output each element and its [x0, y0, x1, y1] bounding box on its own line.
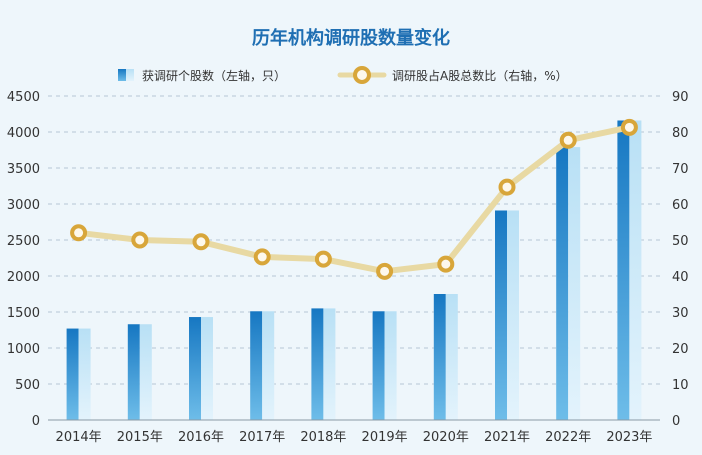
bar-dark-half — [556, 147, 569, 420]
bar-light-half — [201, 317, 213, 420]
legend-line-label: 调研股占A股总数比（右轴，%） — [392, 68, 568, 83]
bar-light-half — [629, 120, 642, 420]
right-tick-label: 70 — [672, 162, 689, 177]
bar-dark-half — [617, 120, 630, 420]
line-point — [376, 262, 394, 280]
bar — [433, 294, 458, 420]
right-tick-label: 90 — [672, 90, 689, 105]
bar-light-half — [384, 311, 397, 420]
bar-dark-half — [433, 294, 446, 420]
line-point — [253, 248, 271, 266]
left-tick-label: 1000 — [7, 342, 40, 357]
bar — [556, 147, 581, 420]
bar — [311, 308, 336, 420]
right-tick-label: 50 — [672, 234, 689, 249]
left-tick-label: 0 — [32, 414, 40, 429]
bar — [66, 328, 91, 420]
legend-line-marker — [353, 66, 371, 84]
left-tick-label: 4500 — [7, 90, 40, 105]
bar-light-half — [139, 324, 152, 420]
left-tick-label: 500 — [15, 378, 40, 393]
series-line — [75, 124, 633, 275]
right-tick-label: 80 — [672, 126, 689, 141]
legend-bar-swatch-light — [126, 69, 134, 81]
bar-series — [66, 120, 642, 420]
bar — [617, 120, 642, 420]
bar — [495, 210, 519, 420]
left-tick-label: 3000 — [7, 198, 40, 213]
x-tick-label: 2022年 — [545, 430, 591, 445]
right-tick-label: 30 — [672, 306, 689, 321]
bar-dark-half — [127, 324, 140, 420]
x-axis-ticks: 2014年 2015年 2016年 2017年 2018年 2019年 2020年 2021年… — [56, 430, 653, 445]
x-tick-label: 2015年 — [117, 430, 163, 445]
bar-dark-half — [311, 308, 324, 420]
bar-dark-half — [495, 210, 507, 420]
legend: 获调研个股数（左轴，只） 调研股占A股总数比（右轴，%） — [118, 66, 568, 84]
bar-dark-half — [372, 311, 385, 420]
x-tick-label: 2019年 — [362, 430, 408, 445]
bar-light-half — [78, 328, 91, 420]
x-tick-label: 2016年 — [178, 430, 224, 445]
line-point — [70, 224, 88, 242]
bar — [189, 317, 213, 420]
bar — [127, 324, 152, 420]
line-point — [559, 131, 577, 149]
legend-bar-swatch-dark — [118, 69, 126, 81]
left-tick-label: 1500 — [7, 306, 40, 321]
bar-light-half — [507, 210, 519, 420]
x-tick-label: 2023年 — [606, 430, 652, 445]
left-tick-label: 2500 — [7, 234, 40, 249]
right-tick-label: 0 — [672, 414, 680, 429]
bar-dark-half — [189, 317, 201, 420]
line-point — [314, 250, 332, 268]
x-tick-label: 2014年 — [56, 430, 102, 445]
line-point — [131, 231, 149, 249]
left-tick-label: 2000 — [7, 270, 40, 285]
line-series — [70, 118, 638, 280]
right-tick-label: 10 — [672, 378, 689, 393]
right-tick-label: 20 — [672, 342, 689, 357]
bar-light-half — [262, 311, 275, 420]
bar-light-half — [445, 294, 458, 420]
x-tick-label: 2018年 — [300, 430, 346, 445]
x-tick-label: 2021年 — [484, 430, 530, 445]
right-axis-ticks: 0 10 20 30 40 50 60 70 80 90 — [672, 90, 689, 429]
left-tick-label: 3500 — [7, 162, 40, 177]
bar-dark-half — [250, 311, 263, 420]
right-tick-label: 60 — [672, 198, 689, 213]
bar — [372, 311, 397, 420]
x-tick-label: 2017年 — [239, 430, 285, 445]
bar — [250, 311, 275, 420]
bar-light-half — [568, 147, 581, 420]
x-tick-label: 2020年 — [423, 430, 469, 445]
chart-title: 历年机构调研股数量变化 — [252, 27, 450, 49]
line-point — [192, 233, 210, 251]
grid-layer — [48, 95, 660, 385]
line-point — [620, 118, 638, 136]
line-point — [437, 255, 455, 273]
line-point — [498, 178, 516, 196]
left-axis-ticks: 0 500 1000 1500 2000 2500 3000 3500 4000 4500 — [7, 90, 40, 429]
left-tick-label: 4000 — [7, 126, 40, 141]
legend-bar-label: 获调研个股数（左轴，只） — [142, 68, 286, 83]
right-tick-label: 40 — [672, 270, 689, 285]
bar-light-half — [323, 308, 336, 420]
bar-dark-half — [66, 328, 79, 420]
